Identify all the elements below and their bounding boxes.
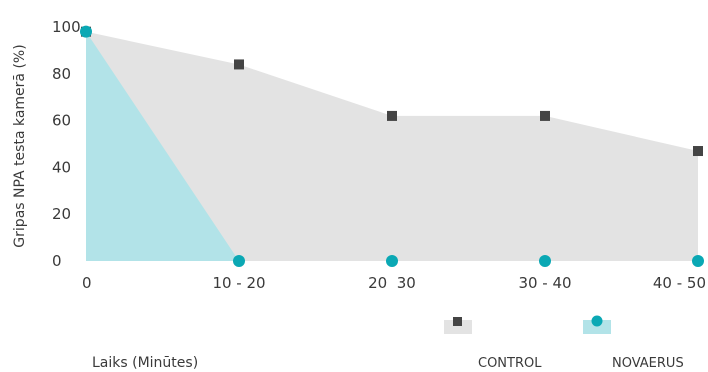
marker-control-1 <box>234 59 244 70</box>
x-tick-1: 10 - 20 <box>212 274 265 292</box>
x-tick-3: 30 - 40 <box>518 274 571 292</box>
marker-novaerus-1 <box>233 255 245 267</box>
legend: CONTROL NOVAERUS <box>444 315 684 371</box>
x-tick-4: 40 - 50 <box>653 274 706 292</box>
legend-swatch-novaerus <box>583 320 611 334</box>
marker-novaerus-0 <box>80 25 92 38</box>
marker-control-2 <box>387 110 397 121</box>
y-tick-40: 40 <box>52 158 71 176</box>
area-control <box>86 31 698 262</box>
area-novaerus <box>86 31 698 262</box>
legend-marker-control <box>453 317 462 326</box>
marker-control-4 <box>693 146 703 157</box>
x-tick-2: 20 30 <box>368 274 416 292</box>
y-axis-ticks: 0 20 40 60 80 100 <box>52 18 81 270</box>
legend-swatch-control <box>444 320 472 334</box>
x-tick-0: 0 <box>82 274 92 292</box>
series-areas <box>86 31 698 262</box>
legend-item-control: CONTROL <box>444 317 542 371</box>
y-tick-60: 60 <box>52 112 71 130</box>
marker-novaerus-4 <box>692 255 704 267</box>
legend-label-novaerus: NOVAERUS <box>612 356 684 371</box>
y-tick-80: 80 <box>52 65 71 83</box>
y-tick-100: 100 <box>52 18 81 36</box>
marker-control-3 <box>540 110 550 121</box>
legend-label-control: CONTROL <box>478 356 542 371</box>
marker-novaerus-3 <box>539 255 551 267</box>
x-axis-ticks: 0 10 - 20 20 30 30 - 40 40 - 50 <box>82 274 706 292</box>
y-axis-title: Gripas NPA testa kamerā (%) <box>12 44 28 247</box>
series-markers <box>80 25 704 267</box>
y-tick-0: 0 <box>52 252 62 270</box>
y-tick-20: 20 <box>52 205 71 223</box>
x-axis-title: Laiks (Minūtes) <box>92 355 198 371</box>
legend-marker-novaerus <box>591 315 603 327</box>
legend-item-novaerus: NOVAERUS <box>583 315 684 371</box>
marker-novaerus-2 <box>386 255 398 267</box>
